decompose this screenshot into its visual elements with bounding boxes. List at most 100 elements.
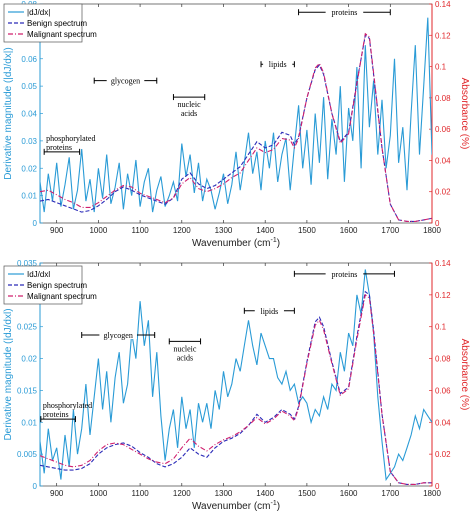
legend-entry: Malignant spectrum <box>27 292 97 301</box>
series-line-3 <box>40 293 432 485</box>
y-left-tick-label: 0.02 <box>21 355 37 364</box>
y-left-tick-label: 0.06 <box>21 55 37 64</box>
series-line-3 <box>40 32 432 222</box>
annotation-4: lipids <box>243 305 295 316</box>
legend-entry: Benign spectrum <box>27 19 87 28</box>
x-tick-label: 1400 <box>256 226 274 235</box>
x-tick-label: 1300 <box>215 489 233 498</box>
annotation-label: lipids <box>269 60 287 69</box>
annotation-label-bg <box>263 59 293 69</box>
x-tick-label: 1600 <box>340 489 358 498</box>
y-right-axis-label: Absorbance (%) <box>459 78 470 150</box>
y-right-tick-label: 0.06 <box>435 125 451 134</box>
y-left-tick-label: 0.005 <box>17 450 38 459</box>
x-tick-label: 1500 <box>298 489 316 498</box>
y-right-tick-label: 0.12 <box>435 291 451 300</box>
x-axis-label-main: Wavenumber (cm <box>192 501 271 512</box>
annotation-label: glycogen <box>104 331 133 340</box>
x-tick-label: 1800 <box>423 226 441 235</box>
plot-area-frame <box>39 3 433 224</box>
annotation-label: proteins <box>332 8 358 17</box>
y-right-tick-label: 0.08 <box>435 355 451 364</box>
x-tick-label: 1600 <box>340 226 358 235</box>
annotation-label: acids <box>177 353 193 362</box>
x-tick-label: 1700 <box>381 226 399 235</box>
y-right-tick-label: 0.1 <box>435 323 447 332</box>
series-line-2 <box>40 290 432 485</box>
y-right-tick-label: 0 <box>435 219 440 228</box>
y-right-tick-label: 0.04 <box>435 418 451 427</box>
chart-panel-2: 900 1000 1100 1200 1300 1400 1500 1600 1700 18000… <box>3 259 470 512</box>
x-tick-label: 1000 <box>89 226 107 235</box>
y-left-tick-label: 0 <box>33 219 38 228</box>
y-left-tick-label: 0.035 <box>17 259 38 268</box>
y-left-tick-label: 0.05 <box>21 82 37 91</box>
series-line-1 <box>40 17 432 213</box>
y-left-tick-label: 0.01 <box>21 192 37 201</box>
x-tick-label: 1300 <box>215 226 233 235</box>
x-tick-label: 1200 <box>173 226 191 235</box>
y-left-tick-label: 0.02 <box>21 164 37 173</box>
y-right-tick-label: 0.02 <box>435 450 451 459</box>
x-tick-label: 900 <box>50 489 64 498</box>
annotation-label-bg <box>325 7 364 17</box>
y-right-tick-label: 0.06 <box>435 386 451 395</box>
annotation-label-bg <box>325 268 364 278</box>
legend-entry: Malignant spectrum <box>27 30 97 39</box>
x-tick-label: 1000 <box>89 489 107 498</box>
y-right-tick-label: 0.14 <box>435 259 451 268</box>
x-axis-label-superscript: -1 <box>270 237 276 244</box>
annotation-label-bg <box>254 305 284 315</box>
y-left-axis-label: Derivative magnitude (|dJ/dx|) <box>3 47 14 179</box>
legend-entry: |dJ/dx| <box>27 8 50 17</box>
x-tick-label: 1100 <box>131 226 149 235</box>
annotation-5: proteins <box>298 7 391 17</box>
y-right-tick-label: 0.12 <box>435 31 451 40</box>
annotation-label: phosphorylated <box>43 401 92 410</box>
y-left-tick-label: 0.015 <box>17 386 38 395</box>
series-line-1 <box>40 269 432 482</box>
annotation-label: lipids <box>260 307 278 316</box>
x-tick-label: 1800 <box>423 489 441 498</box>
x-axis-label-superscript: -1 <box>270 500 276 507</box>
annotation-label: proteins <box>332 270 358 279</box>
y-left-tick-label: 0.04 <box>21 110 37 119</box>
annotation-label: proteins <box>46 143 72 152</box>
y-right-tick-label: 0.14 <box>435 0 451 9</box>
y-left-tick-label: 0.01 <box>21 418 37 427</box>
y-right-tick-label: 0.04 <box>435 156 451 165</box>
annotation-label: phosphorylated <box>46 134 95 143</box>
y-left-tick-label: 0.03 <box>21 137 37 146</box>
legend: |dJ/dx| Benign spectrum Malignant spectrum <box>3 3 97 43</box>
annotation-label: nucleic <box>173 344 197 353</box>
annotation-5: proteins <box>293 268 395 279</box>
annotation-label-bg <box>99 329 137 339</box>
y-right-tick-label: 0.02 <box>435 188 451 197</box>
y-left-tick-label: 0 <box>33 482 38 491</box>
annotation-label: acids <box>181 109 197 118</box>
x-tick-label: 1400 <box>256 489 274 498</box>
annotation-label: nucleic <box>178 100 202 109</box>
y-left-axis-label: Derivative magnitude (|dJ/dxl) <box>3 308 14 440</box>
legend-entry: IdJ/dxl <box>27 270 50 279</box>
x-axis-label-end: ) <box>277 501 280 512</box>
series-line-2 <box>40 34 432 222</box>
annotation-label: glycogen <box>111 77 140 86</box>
chart-panel-1: 900 1000 1100 1200 1300 1400 1500 1600 1700 18000… <box>3 0 470 249</box>
y-right-axis-label: Absorbance (%) <box>459 339 470 411</box>
y-right-tick-label: 0.08 <box>435 94 451 103</box>
x-tick-label: 1700 <box>381 489 399 498</box>
legend-entry: Benign spectrum <box>27 281 87 290</box>
annotation-4: lipids <box>260 59 295 69</box>
y-left-tick-label: 0.025 <box>17 323 38 332</box>
x-tick-label: 1500 <box>298 226 316 235</box>
x-axis-label-main: Wavenumber (cm <box>192 238 271 249</box>
x-tick-label: 1100 <box>131 489 149 498</box>
x-tick-label: 900 <box>50 226 64 235</box>
x-axis-label-end: ) <box>277 238 280 249</box>
